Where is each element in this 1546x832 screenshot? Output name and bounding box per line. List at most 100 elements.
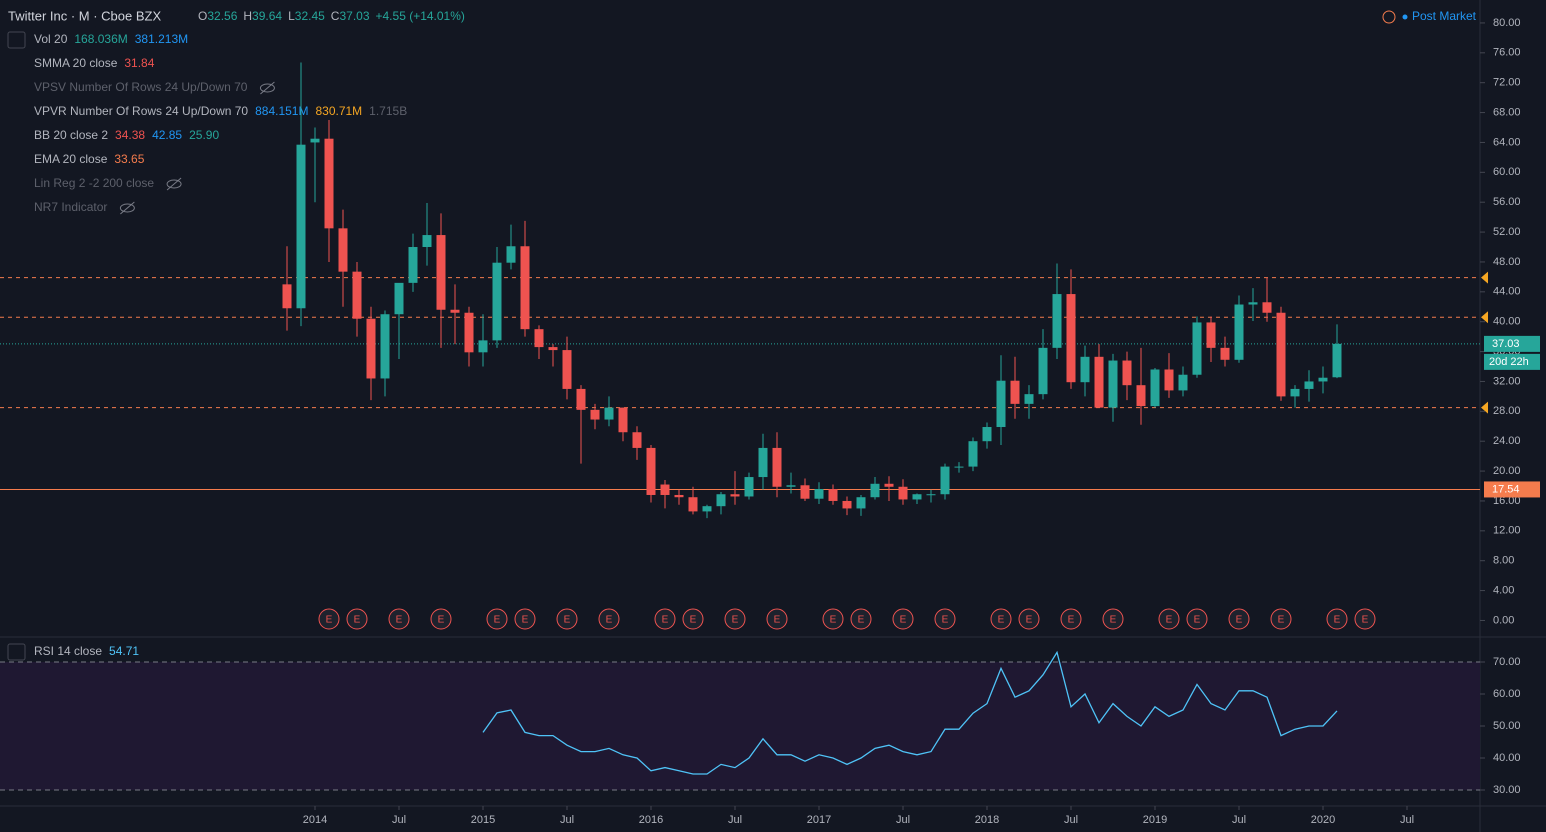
earnings-marker (892, 608, 914, 630)
candle-body (1290, 388, 1300, 397)
candle-body (1150, 369, 1160, 407)
earnings-marker (990, 608, 1012, 630)
ohlc-label: H (243, 9, 252, 23)
earnings-label: E (1068, 615, 1075, 626)
candle-body (296, 144, 306, 309)
candle-body (1024, 394, 1034, 404)
candle-body (520, 246, 530, 330)
y-tick-label: 64.00 (1493, 136, 1521, 148)
y-tick-label: 16.00 (1493, 495, 1521, 507)
candle-body (1262, 302, 1272, 313)
earnings-label: E (1334, 615, 1341, 626)
earnings-marker (514, 608, 536, 630)
y-tick-label: 20.00 (1493, 465, 1521, 477)
candle-body (548, 347, 558, 351)
indicator-name: VPSV Number Of Rows 24 Up/Down 70 (34, 80, 248, 94)
earnings-marker (934, 608, 956, 630)
rsi-line (482, 650, 1338, 775)
x-tick-label: 2016 (639, 814, 663, 826)
candle-body (380, 314, 390, 379)
candle-body (716, 494, 726, 507)
indicator-value: 830.71M (315, 104, 362, 118)
earnings-marker (1326, 608, 1348, 630)
earnings-marker (1270, 608, 1292, 630)
earnings-marker (766, 608, 788, 630)
candle-body (310, 138, 320, 143)
earnings-marker (682, 608, 704, 630)
y-tick-label: 68.00 (1493, 106, 1521, 118)
alert-icon[interactable] (1382, 10, 1396, 24)
earnings-marker (388, 608, 410, 630)
earnings-marker (1018, 608, 1040, 630)
candle-body (898, 486, 908, 500)
candle-body (1178, 374, 1188, 391)
earnings-label: E (774, 615, 781, 626)
y-tick-label: 28.00 (1493, 405, 1521, 417)
candle-body (562, 350, 572, 389)
indicator-legend: NR7 Indicator (34, 200, 107, 214)
earnings-label: E (396, 615, 403, 626)
candle-body (492, 262, 502, 341)
hidden-eye-slash (120, 201, 135, 215)
candle-body (1332, 343, 1342, 378)
x-tick-label: Jul (1064, 814, 1078, 826)
candle-body (338, 228, 348, 272)
earnings-marker (850, 608, 872, 630)
candle-body (688, 497, 698, 512)
earnings-marker (430, 608, 452, 630)
candle-body (730, 494, 740, 497)
earnings-marker (724, 608, 746, 630)
indicator-value: 1.715B (369, 104, 407, 118)
indicator-name: BB 20 close 2 (34, 128, 108, 142)
earnings-marker (1354, 608, 1376, 630)
candle-body (758, 447, 768, 478)
rsi-y-tick-label: 70.00 (1493, 656, 1521, 668)
x-tick-label: Jul (728, 814, 742, 826)
collapse-button[interactable] (7, 31, 26, 49)
ohlc-label: O (198, 9, 207, 23)
indicator-value: 381.213M (135, 32, 188, 46)
earnings-marker (1102, 608, 1124, 630)
earnings-marker (486, 608, 508, 630)
indicator-legend: VPVR Number Of Rows 24 Up/Down 70 884.151… (34, 104, 407, 118)
change: +4.55 (+14.01%) (376, 9, 465, 23)
candle-body (1248, 302, 1258, 305)
hidden-eye-icon (119, 203, 135, 213)
level-marker (1481, 311, 1488, 324)
earnings-marker (1228, 608, 1250, 630)
indicator-legend: BB 20 close 2 34.38 42.85 25.90 (34, 128, 219, 142)
candle-body (366, 318, 376, 379)
candle-body (1276, 312, 1286, 397)
indicator-legend: VPSV Number Of Rows 24 Up/Down 70 (34, 80, 248, 94)
y-tick-label: 80.00 (1493, 17, 1521, 29)
earnings-label: E (858, 615, 865, 626)
collapse-button[interactable] (7, 643, 26, 661)
earnings-label: E (564, 615, 571, 626)
x-tick-label: 2014 (303, 814, 327, 826)
last-price-box (1484, 335, 1540, 352)
rsi-name: RSI 14 close (34, 644, 102, 658)
earnings-marker (598, 608, 620, 630)
x-tick-label: Jul (1400, 814, 1414, 826)
indicator-value: 34.38 (115, 128, 145, 142)
indicator-legend: Lin Reg 2 -2 200 close (34, 176, 154, 190)
candle-body (1206, 322, 1216, 348)
earnings-label: E (522, 615, 529, 626)
candle-body (1094, 356, 1104, 408)
candle-body (1136, 385, 1146, 407)
candle-body (478, 340, 488, 353)
earnings-label: E (662, 615, 669, 626)
x-tick-label: 2020 (1311, 814, 1335, 826)
candle-body (1220, 347, 1230, 360)
earnings-label: E (942, 615, 949, 626)
hidden-eye-slash (166, 177, 182, 191)
candle-body (534, 329, 544, 348)
candle-body (1234, 304, 1244, 360)
y-tick-label: 4.00 (1493, 584, 1514, 596)
y-tick-label: 0.00 (1493, 614, 1514, 626)
post-market[interactable]: Post Market (1412, 9, 1477, 23)
candle-body (282, 284, 292, 309)
earnings-label: E (354, 615, 361, 626)
earnings-marker (654, 608, 676, 630)
